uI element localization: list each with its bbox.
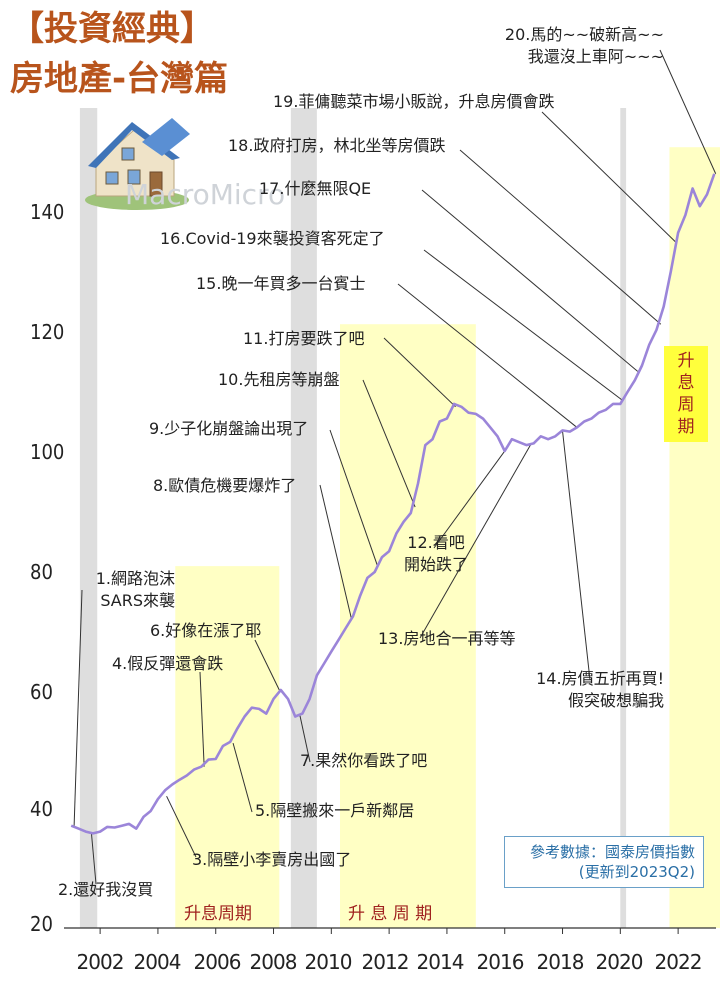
y-tick-100: 100 bbox=[30, 440, 65, 464]
annotation-leaders bbox=[73, 49, 717, 885]
rate-cycle-label-3-char: 周 bbox=[677, 395, 695, 415]
annotation-16: 16.Covid-19來襲投資客死定了 bbox=[160, 229, 385, 248]
recession-band-1 bbox=[79, 108, 98, 928]
annotation-leader-15 bbox=[397, 283, 578, 428]
chart-bands bbox=[79, 108, 720, 928]
x-tick-2016: 2016 bbox=[476, 950, 525, 974]
annotation-leader-3 bbox=[166, 795, 197, 858]
annotation-7: 7.果然你看跌了吧 bbox=[300, 751, 428, 770]
annotation-leader-13 bbox=[419, 444, 532, 639]
source-line-1: 參考數據：國泰房價指數 bbox=[529, 843, 695, 861]
rate-cycle-label-3-char: 期 bbox=[677, 417, 695, 437]
rate-cycle-label-3-char: 升 bbox=[677, 351, 695, 371]
watermark: MacroMicro bbox=[125, 178, 286, 211]
rate-hike-band-3 bbox=[669, 147, 720, 928]
title-line-1: 【投資經典】 bbox=[10, 9, 214, 49]
recession-band-2 bbox=[290, 108, 317, 928]
chart-axes bbox=[64, 927, 716, 934]
annotation-leader-11 bbox=[383, 337, 456, 408]
annotation-12-line-2: 開始跌了 bbox=[403, 555, 468, 574]
annotation-5: 5.隔壁搬來一戶新鄰居 bbox=[255, 801, 415, 820]
annotation-18: 18.政府打房，林北坐等房價跌 bbox=[228, 136, 446, 155]
rate-hike-band-2 bbox=[339, 324, 476, 928]
annotation-leader-18 bbox=[459, 149, 662, 325]
annotation-leader-14 bbox=[562, 430, 591, 681]
annotation-14: 14.房價五折再買! 假突破想騙我 bbox=[514, 668, 664, 712]
annotation-10: 10.先租房等崩盤 bbox=[218, 370, 340, 389]
annotation-14-line-2: 假突破想騙我 bbox=[567, 691, 664, 710]
annotation-6: 6.好像在漲了耶 bbox=[150, 621, 262, 640]
y-tick-60: 60 bbox=[30, 680, 53, 704]
rate-hike-band-1 bbox=[175, 566, 280, 928]
annotation-leader-17 bbox=[421, 189, 638, 372]
annotation-leader-8 bbox=[319, 484, 353, 620]
y-tick-140: 140 bbox=[30, 200, 65, 224]
rate-cycle-label-3-text: 升息周期 bbox=[664, 350, 708, 438]
annotation-12-line-1: 12.看吧 bbox=[407, 533, 465, 552]
annotation-17: 17.什麼無限QE bbox=[259, 179, 372, 198]
price-index-line bbox=[70, 173, 716, 835]
annotation-leader-10 bbox=[362, 379, 416, 508]
annotation-20-line-2: 我還沒上車阿~~~ bbox=[527, 47, 664, 66]
annotation-8: 8.歐債危機要爆炸了 bbox=[153, 476, 297, 495]
y-tick-40: 40 bbox=[30, 797, 53, 821]
annotation-leader-20 bbox=[659, 49, 717, 174]
annotation-leader-7 bbox=[299, 713, 311, 763]
source-box: 參考數據：國泰房價指數 (更新到2023Q2) bbox=[504, 836, 704, 888]
y-tick-80: 80 bbox=[30, 560, 53, 584]
x-tick-2006: 2006 bbox=[193, 950, 242, 974]
y-tick-20: 20 bbox=[30, 912, 53, 936]
y-tick-120: 120 bbox=[30, 320, 65, 344]
x-tick-2020: 2020 bbox=[595, 950, 644, 974]
annotation-20-line-1: 20.馬的~~破新高~~ bbox=[504, 25, 664, 44]
annotation-2: 2.還好我沒買 bbox=[58, 880, 154, 899]
title-line-2: 房地產-台灣篇 bbox=[10, 59, 229, 99]
x-tick-2008: 2008 bbox=[249, 950, 298, 974]
x-tick-2022: 2022 bbox=[654, 950, 703, 974]
annotation-20: 20.馬的~~破新高~~ 我還沒上車阿~~~ bbox=[470, 24, 664, 68]
house-illustration bbox=[85, 118, 190, 210]
rate-cycle-label-3: 升息周期 bbox=[664, 346, 708, 442]
annotation-9: 9.少子化崩盤論出現了 bbox=[149, 419, 309, 438]
annotation-leader-1 bbox=[73, 589, 83, 826]
annotation-1-line-1: 1.網路泡沫 bbox=[95, 569, 175, 588]
annotation-19: 19.菲傭聽菜市場小販說，升息房價會跌 bbox=[273, 92, 555, 111]
annotation-1: 1.網路泡沫 SARS來襲 bbox=[40, 568, 175, 612]
annotation-leader-2 bbox=[90, 833, 97, 885]
annotation-leader-12 bbox=[433, 450, 506, 549]
x-tick-2004: 2004 bbox=[133, 950, 182, 974]
x-tick-2002: 2002 bbox=[76, 950, 125, 974]
rate-cycle-label-2: 升 息 周 期 bbox=[348, 904, 433, 924]
x-tick-2014: 2014 bbox=[416, 950, 465, 974]
rate-cycle-label-3-char: 息 bbox=[677, 373, 695, 393]
annotation-leader-5 bbox=[232, 742, 253, 813]
annotation-15: 15.晚一年買多一台賓士 bbox=[196, 274, 366, 293]
annotation-leader-9 bbox=[329, 429, 379, 567]
x-tick-2012: 2012 bbox=[361, 950, 410, 974]
x-tick-2018: 2018 bbox=[536, 950, 585, 974]
recession-band-3 bbox=[620, 108, 627, 928]
annotation-leader-16 bbox=[423, 249, 624, 402]
annotation-leader-19 bbox=[541, 111, 676, 242]
source-line-2: (更新到2023Q2) bbox=[578, 863, 695, 881]
annotation-leader-4 bbox=[199, 671, 205, 767]
annotation-3: 3.隔壁小李賣房出國了 bbox=[192, 850, 352, 869]
annotation-13: 13.房地合一再等等 bbox=[378, 629, 516, 648]
annotation-leader-6 bbox=[254, 639, 280, 691]
annotation-12: 12.看吧開始跌了 bbox=[398, 532, 474, 576]
annotation-4: 4.假反彈還會跌 bbox=[112, 654, 224, 673]
x-tick-2010: 2010 bbox=[304, 950, 353, 974]
annotation-1-line-2: SARS來襲 bbox=[100, 591, 175, 610]
rate-cycle-label-1: 升息周期 bbox=[184, 904, 252, 924]
annotation-11: 11.打房要跌了吧 bbox=[243, 329, 365, 348]
annotation-14-line-1: 14.房價五折再買! bbox=[536, 669, 664, 688]
